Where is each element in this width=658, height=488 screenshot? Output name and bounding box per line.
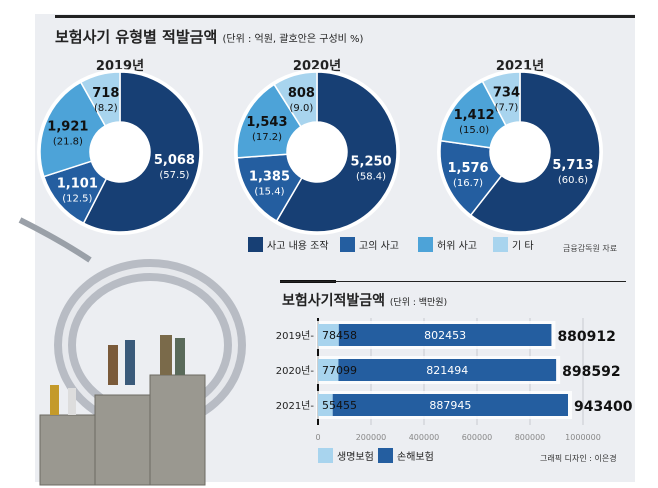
slice-value-label: 1,412 [454,108,495,123]
slice-percent-label: (7.7) [495,103,519,114]
legend-label: 사고 내용 조작 [267,241,329,252]
donut-hole [90,122,150,182]
slice-value-label: 1,576 [447,161,488,176]
donut-charts: 5,068 (57.5) 1,101 (12.5) 1,921 (21.8) 718 (8.2… [37,69,603,235]
y-category-label: 2020년- [276,365,315,377]
divider [280,281,626,282]
bar-nonlife [332,394,569,416]
legend-label: 손해보험 [397,450,434,463]
life-value-label: 55455 [322,399,357,412]
slice-value-label: 718 [92,86,119,101]
donut-section-title: 보험사기 유형별 적발금액 (단위 : 억원, 괄호안은 구성비 %) [55,28,364,46]
slice-percent-label: (60.6) [558,175,588,186]
source-note: 금융감독원 자료 [563,244,618,253]
life-value-label: 78458 [322,329,357,342]
slice-value-label: 5,713 [552,158,593,173]
slice-value-label: 808 [288,86,315,101]
design-credit: 그래픽 디자인 : 이은경 [540,454,617,463]
figurines [50,335,185,415]
slice-value-label: 1,921 [47,120,88,135]
slice-value-label: 5,068 [154,153,195,168]
legend-label: 허위 사고 [437,241,477,252]
legend-item: 허위 사고 [418,237,477,252]
slice-value-label: 1,101 [57,176,98,191]
legend-swatch [378,448,393,463]
legend-label: 고의 사고 [359,241,399,252]
nonlife-value-label: 887945 [429,399,471,412]
legend-swatch [493,237,508,252]
bar-nonlife [338,359,557,381]
legend-swatch [318,448,333,463]
x-tick-label: 400000 [409,433,440,442]
legend-label: 생명보험 [337,451,374,463]
bar-life [318,324,339,346]
life-value-label: 77099 [322,364,357,377]
chain [18,217,92,263]
legend-item: 기 타 [493,237,534,252]
bar-life [318,394,333,416]
slice-value-label: 1,385 [249,170,290,185]
y-category-label: 2021년- [276,400,315,412]
slice-value-label: 734 [493,86,520,101]
slice-percent-label: (15.4) [254,187,284,198]
legend-swatch [248,237,263,252]
legend-swatch [340,237,355,252]
bar-nonlife [338,324,552,346]
slice-percent-label: (9.0) [290,103,314,114]
x-tick-label: 800000 [515,433,546,442]
legend-swatch [418,237,433,252]
donut-hole [287,122,347,182]
bar-life [318,359,339,381]
slice-percent-label: (15.0) [459,125,489,136]
slice-percent-label: (8.2) [94,103,118,114]
slice-value-label: 1,543 [246,115,287,130]
donut-hole [490,122,550,182]
x-tick-label: 200000 [356,433,387,442]
slice-value-label: 5,250 [350,155,391,170]
handcuffs-coins-photo [18,217,246,486]
slice-percent-label: (58.4) [356,172,386,183]
total-value-label: 943400 [574,399,633,415]
legend-item: 사고 내용 조작 [248,237,329,252]
slice-percent-label: (57.5) [159,170,189,181]
legend-label: 기 타 [512,241,534,252]
total-value-label: 880912 [557,329,615,345]
slice-percent-label: (16.7) [453,178,483,189]
divider [55,15,635,18]
x-tick-label: 600000 [462,433,493,442]
x-tick-label: 1000000 [565,433,601,442]
nonlife-value-label: 802453 [424,329,466,342]
y-category-label: 2019년- [276,330,315,342]
bar-section-title: 보험사기적발금액 (단위 : 백만원) [282,293,448,309]
legend-item: 고의 사고 [340,237,399,252]
slice-percent-label: (17.2) [252,132,282,143]
nonlife-value-label: 821494 [426,364,468,377]
slice-percent-label: (12.5) [62,193,92,204]
x-tick-label: 0 [315,433,320,442]
coin-stacks [39,374,206,486]
total-value-label: 898592 [562,364,620,380]
slice-percent-label: (21.8) [53,137,83,148]
